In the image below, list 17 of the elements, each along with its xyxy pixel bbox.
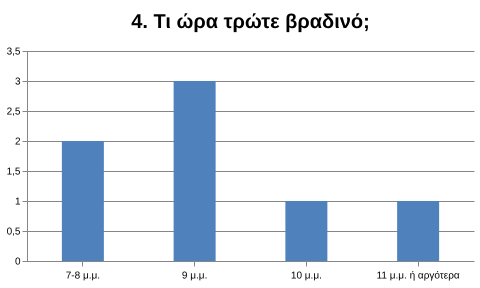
- bar: [174, 81, 216, 261]
- x-tick-label: 10 μ.μ.: [290, 270, 322, 282]
- y-tick-label: 1,5: [6, 166, 21, 178]
- y-tick-label: 1: [14, 196, 21, 208]
- bar: [62, 141, 104, 261]
- y-tick-label: 3: [14, 76, 21, 88]
- y-tick-label: 2: [14, 136, 21, 148]
- bar: [397, 201, 440, 261]
- y-tick-label: 0: [14, 256, 21, 268]
- y-tick-label: 0,5: [6, 226, 21, 238]
- y-tick-label: 3,5: [6, 46, 21, 58]
- x-tick-label: 11 μ.μ. ή αργότερα: [376, 270, 460, 282]
- x-tick-label: 9 μ.μ.: [182, 270, 208, 282]
- chart-title: 4. Τι ώρα τρώτε βραδινό;: [131, 11, 370, 33]
- x-tick-label: 7-8 μ.μ.: [66, 270, 100, 282]
- bar: [285, 201, 328, 261]
- y-tick-label: 2,5: [6, 106, 21, 118]
